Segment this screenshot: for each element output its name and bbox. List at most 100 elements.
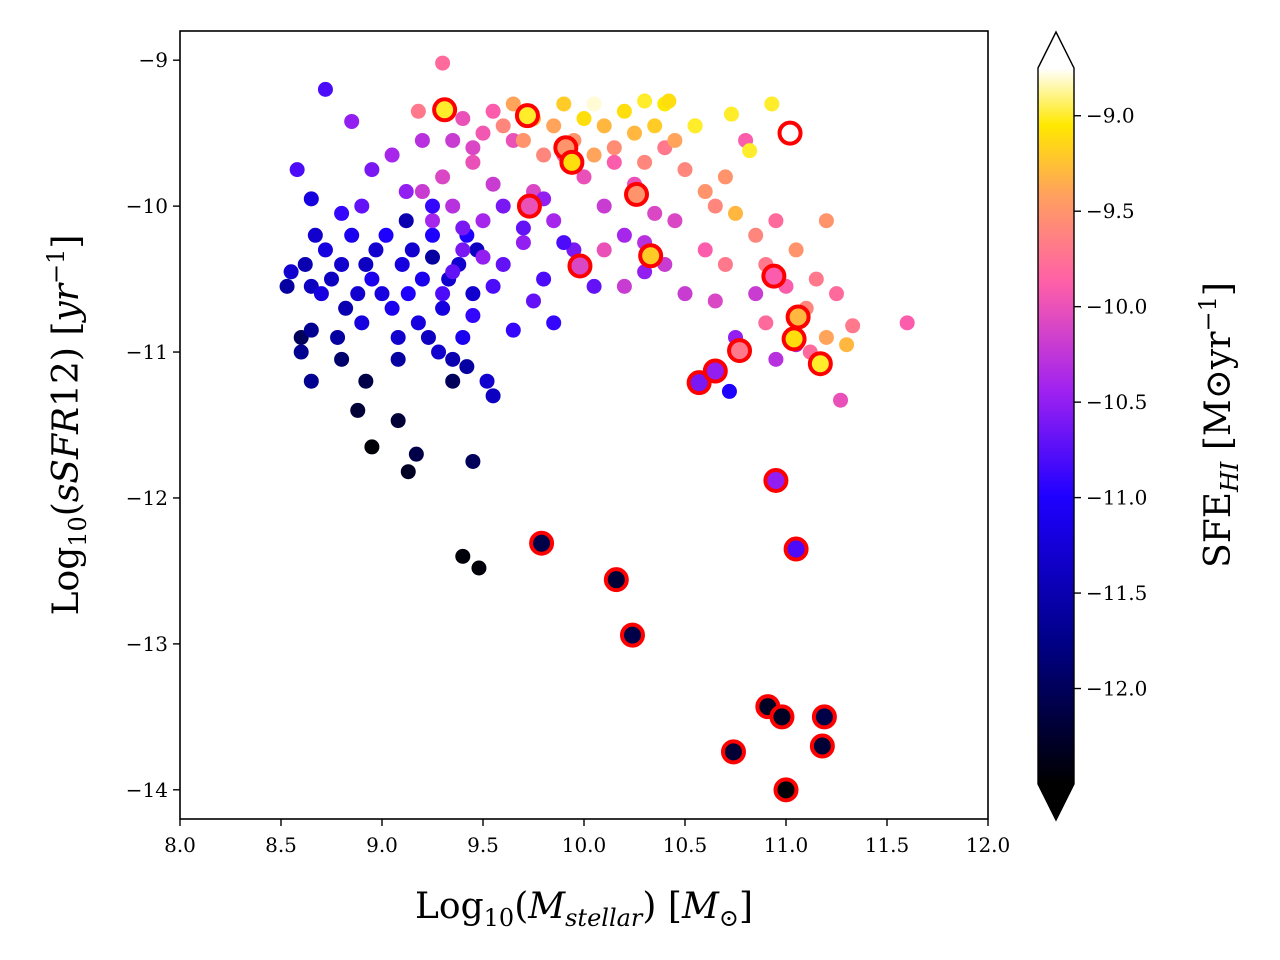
- data-point: [485, 176, 501, 192]
- data-point: [637, 154, 653, 170]
- data-point: [334, 351, 350, 367]
- x-tick-label: 11.5: [865, 833, 910, 857]
- data-point: [495, 198, 511, 214]
- data-point: [606, 140, 622, 156]
- data-point: [833, 392, 849, 408]
- data-point: [505, 96, 521, 112]
- data-point: [596, 198, 612, 214]
- data-point: [728, 205, 743, 221]
- data-point: [627, 125, 642, 141]
- y-tick-label: −9: [139, 48, 168, 72]
- x-axis-ticks: 8.0 8.5 9.0 9.5 10.0 10.5 11.0 11.5 12.0: [164, 819, 1010, 857]
- colorbar-tick-label: −12.0: [1086, 677, 1147, 701]
- data-point: [303, 191, 319, 207]
- data-point: [515, 235, 531, 251]
- x-tick-label: 9.0: [366, 833, 398, 857]
- highlighted-data-point: [619, 622, 645, 648]
- data-point: [279, 278, 295, 294]
- data-point: [334, 205, 350, 221]
- highlighted-data-point: [783, 536, 809, 562]
- data-point: [398, 213, 414, 229]
- data-point: [358, 373, 374, 389]
- data-point: [515, 220, 531, 236]
- data-point: [586, 96, 602, 112]
- data-point: [384, 300, 400, 316]
- data-point: [368, 242, 384, 258]
- colorbar-title: SFEHI [M⊙yr−1]: [1194, 282, 1244, 568]
- data-point: [475, 125, 491, 141]
- data-point: [677, 162, 693, 178]
- highlighted-data-point: [773, 777, 799, 803]
- data-point: [556, 96, 572, 112]
- colorbar-tick-label: −10.0: [1086, 295, 1147, 319]
- data-point: [324, 271, 339, 287]
- data-point: [818, 329, 834, 345]
- data-point: [637, 93, 653, 109]
- data-point: [768, 213, 784, 229]
- x-tick-label: 10.5: [663, 833, 708, 857]
- data-point: [667, 213, 683, 229]
- x-tick-label: 11.0: [764, 833, 809, 857]
- data-point: [317, 81, 333, 97]
- data-point: [344, 227, 360, 243]
- data-point: [354, 198, 370, 214]
- data-point: [495, 256, 511, 272]
- data-point: [400, 286, 416, 302]
- data-point: [495, 118, 511, 134]
- highlighted-data-point: [516, 193, 542, 219]
- x-tick-label: 10.0: [562, 833, 607, 857]
- data-point: [354, 315, 370, 331]
- highlighted-data-point: [763, 467, 789, 493]
- data-point: [526, 293, 541, 309]
- data-point: [283, 264, 299, 280]
- data-point: [297, 256, 313, 272]
- data-point: [455, 548, 471, 564]
- data-point: [455, 111, 471, 127]
- points-layer: [279, 55, 915, 803]
- data-point: [378, 227, 394, 243]
- highlighted-data-point: [720, 739, 746, 765]
- highlighted-data-point: [777, 120, 803, 146]
- colorbar-outline: [1037, 30, 1075, 822]
- data-point: [667, 132, 683, 148]
- data-point: [697, 184, 713, 200]
- data-point: [546, 315, 562, 331]
- data-point: [505, 322, 521, 338]
- highlighted-data-point: [809, 733, 835, 759]
- data-point: [606, 154, 622, 170]
- data-point: [479, 373, 495, 389]
- data-point: [398, 184, 414, 200]
- data-point: [596, 242, 612, 258]
- y-tick-label: −11: [126, 340, 168, 364]
- y-tick-label: −13: [126, 632, 168, 656]
- data-point: [586, 278, 602, 294]
- data-point: [420, 329, 436, 345]
- data-point: [471, 560, 487, 576]
- data-point: [408, 446, 424, 462]
- data-point: [556, 235, 572, 251]
- data-point: [293, 344, 309, 360]
- highlighted-data-point: [727, 338, 753, 364]
- data-point: [465, 154, 481, 170]
- data-point: [394, 256, 410, 272]
- data-point: [390, 413, 406, 429]
- data-point: [748, 286, 764, 302]
- colorbar-extend-bottom: [1038, 784, 1074, 820]
- data-point: [788, 242, 804, 258]
- data-point: [414, 271, 430, 287]
- data-point: [400, 464, 416, 480]
- highlighted-data-point: [514, 103, 540, 129]
- colorbar-tick-label: −9.5: [1086, 199, 1135, 223]
- x-tick-label: 8.5: [265, 833, 297, 857]
- data-point: [404, 242, 420, 258]
- x-tick-label: 8.0: [164, 833, 196, 857]
- data-point: [576, 169, 592, 185]
- data-point: [485, 388, 501, 404]
- data-point: [425, 249, 440, 265]
- colorbar-extend-top: [1038, 32, 1074, 68]
- data-point: [455, 329, 471, 345]
- data-point: [445, 351, 461, 367]
- data-point: [465, 140, 481, 156]
- data-point: [586, 147, 602, 163]
- data-point: [576, 111, 592, 127]
